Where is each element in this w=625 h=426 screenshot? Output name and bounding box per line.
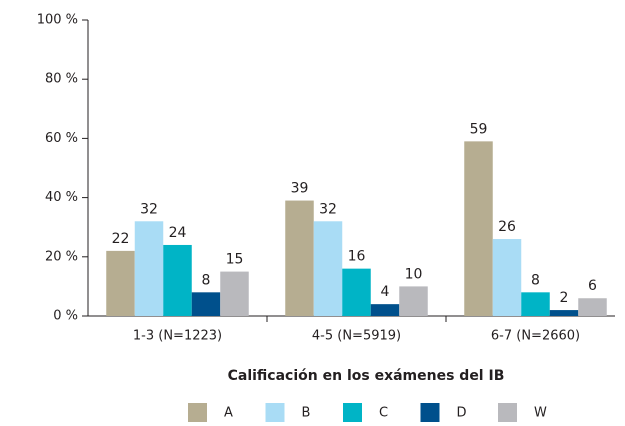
value-label: 22 xyxy=(112,231,130,247)
y-tick-label: 80 % xyxy=(45,72,78,87)
value-label: 24 xyxy=(169,225,187,241)
value-label: 59 xyxy=(470,121,488,137)
value-label: 2 xyxy=(560,290,569,306)
bar xyxy=(134,221,164,316)
legend-label: B xyxy=(302,406,311,421)
legend-swatch xyxy=(265,403,285,422)
y-tick-label: 40 % xyxy=(45,190,78,205)
bar xyxy=(342,268,371,316)
bar xyxy=(285,200,314,316)
value-label: 26 xyxy=(498,219,516,235)
bar xyxy=(492,239,522,316)
bar xyxy=(191,292,221,316)
y-tick-label: 60 % xyxy=(45,131,78,146)
legend-label: C xyxy=(379,406,388,421)
bar xyxy=(313,221,343,316)
value-label: 32 xyxy=(140,201,158,217)
bar xyxy=(370,304,400,316)
bar xyxy=(521,292,550,316)
bar xyxy=(163,244,192,316)
x-tick-label: 1-3 (N=1223) xyxy=(133,329,222,344)
y-tick-label: 100 % xyxy=(37,13,78,28)
legend-swatch xyxy=(420,403,440,422)
value-label: 4 xyxy=(381,284,390,300)
bar xyxy=(399,286,428,316)
value-label: 15 xyxy=(226,252,244,268)
value-label: 16 xyxy=(348,249,366,265)
value-label: 10 xyxy=(405,266,423,282)
bar xyxy=(578,298,607,316)
legend-swatch xyxy=(498,403,517,422)
value-label: 6 xyxy=(588,278,597,294)
bar xyxy=(464,141,493,316)
x-tick-label: 6-7 (N=2660) xyxy=(491,329,580,344)
y-tick-label: 0 % xyxy=(53,309,78,324)
value-label: 32 xyxy=(319,201,337,217)
legend-swatch xyxy=(343,403,362,422)
legend-label: A xyxy=(224,406,233,421)
bar xyxy=(106,250,135,316)
x-tick-label: 4-5 (N=5919) xyxy=(312,329,401,344)
legend-label: W xyxy=(534,406,547,421)
x-axis-label: Calificación en los exámenes del IB xyxy=(228,368,505,384)
bar xyxy=(549,310,579,316)
value-label: 8 xyxy=(202,272,211,288)
value-label: 8 xyxy=(531,272,540,288)
legend-swatch xyxy=(188,403,207,422)
y-tick-label: 20 % xyxy=(45,249,78,264)
bar xyxy=(220,271,249,316)
value-label: 39 xyxy=(291,181,309,197)
legend-label: D xyxy=(457,406,467,421)
